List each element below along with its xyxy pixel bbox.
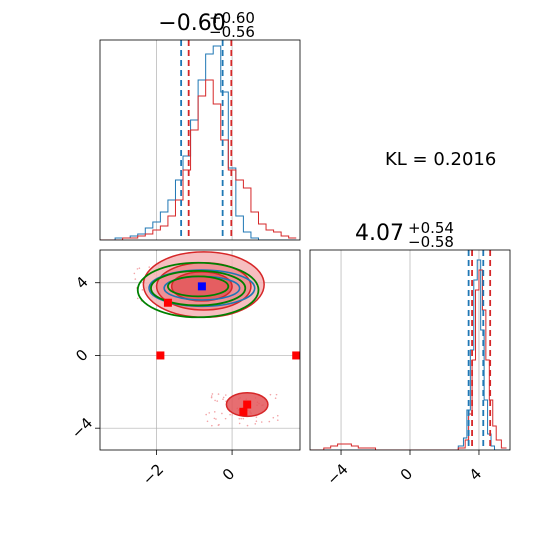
- scatter-point: [211, 393, 214, 395]
- scatter-xtick-label: 0: [219, 465, 238, 484]
- hist-x-title-main: −0.60: [158, 11, 225, 36]
- scatter-point: [268, 420, 271, 423]
- scatter-point: [217, 424, 220, 426]
- scatter-point: [134, 278, 137, 280]
- scatter-point: [138, 267, 141, 270]
- scatter-point: [148, 266, 151, 268]
- hist-y-series-a: [310, 259, 510, 450]
- scatter-point: [136, 268, 139, 270]
- scatter-marker-truth: [197, 282, 206, 291]
- scatter-point: [229, 413, 231, 416]
- scatter-point: [275, 393, 278, 396]
- scatter-ytick-label: −4: [68, 414, 96, 442]
- scatter-contour-c: [167, 275, 230, 298]
- kl-annotation: KL = 0.2016: [385, 149, 496, 170]
- scatter-point: [224, 417, 227, 420]
- scatter-point: [254, 423, 257, 425]
- hist-y-series-b: [310, 269, 507, 450]
- hist-y-xtick-label: 4: [466, 465, 485, 484]
- hist-x-series-a: [100, 45, 297, 240]
- scatter-point: [260, 421, 263, 423]
- scatter-point: [141, 289, 144, 291]
- hist-x-panel: −0.60 +0.60 −0.56: [99, 9, 301, 241]
- hist-x-frame: [99, 39, 301, 241]
- scatter-point: [238, 422, 241, 425]
- hist-x-title-sub: −0.56: [209, 23, 255, 41]
- scatter-contour-c: [150, 270, 247, 307]
- scatter-ytick-label: 0: [72, 346, 91, 365]
- scatter-marker-red: [292, 351, 300, 360]
- scatter-point: [269, 393, 272, 396]
- scatter-contour-a: [148, 269, 256, 308]
- scatter-point: [246, 424, 249, 427]
- scatter-point: [206, 420, 209, 423]
- scatter-point: [255, 420, 258, 422]
- scatter-point: [211, 424, 213, 427]
- scatter-point: [274, 397, 277, 400]
- hist-y-xtick-label: 0: [397, 465, 416, 484]
- scatter-point: [224, 394, 227, 396]
- scatter-point: [217, 393, 220, 395]
- scatter-point: [238, 417, 241, 420]
- scatter-point: [214, 399, 216, 402]
- scatter-point: [255, 416, 258, 418]
- scatter-marker-red: [239, 407, 248, 416]
- scatter-contour-c: [136, 261, 260, 319]
- scatter-point: [222, 398, 224, 400]
- scatter-point: [208, 412, 211, 414]
- scatter-point: [133, 272, 136, 275]
- scatter-point: [231, 414, 234, 416]
- hist-y-title-main: 4.07: [355, 221, 404, 246]
- scatter-marker-red: [156, 351, 165, 360]
- scatter-xtick-label: −2: [139, 460, 167, 488]
- scatter-point: [276, 419, 279, 421]
- hist-y-xtick-label: −4: [323, 460, 351, 488]
- scatter-point: [210, 396, 213, 399]
- hist-y-title-sup: +0.54: [408, 219, 454, 237]
- scatter-point: [242, 417, 245, 420]
- scatter-point: [210, 395, 213, 397]
- scatter-point: [216, 400, 219, 402]
- scatter-point: [240, 417, 242, 420]
- scatter-frame: [99, 249, 301, 451]
- scatter-point: [222, 396, 225, 399]
- scatter-point: [276, 414, 279, 417]
- hist-x-title: −0.60: [158, 11, 225, 36]
- hist-y-title-sub: −0.58: [408, 233, 454, 251]
- scatter-ytick-label: 4: [72, 273, 91, 292]
- scatter-panel: −2 0 4 0 −4: [68, 249, 301, 489]
- scatter-point: [213, 411, 216, 413]
- scatter-marker-red: [163, 298, 172, 307]
- scatter-marker-red: [243, 400, 252, 409]
- scatter-point: [213, 417, 216, 420]
- scatter-point: [136, 297, 139, 300]
- hist-x-series-b: [100, 79, 297, 240]
- scatter-point: [272, 416, 275, 419]
- hist-x-title-sup: +0.60: [209, 9, 255, 27]
- scatter-point: [205, 413, 207, 416]
- scatter-point: [215, 418, 217, 420]
- hist-y-panel: −4 0 4 4.07 +0.54 −0.58: [309, 219, 511, 489]
- scatter-point: [221, 412, 223, 415]
